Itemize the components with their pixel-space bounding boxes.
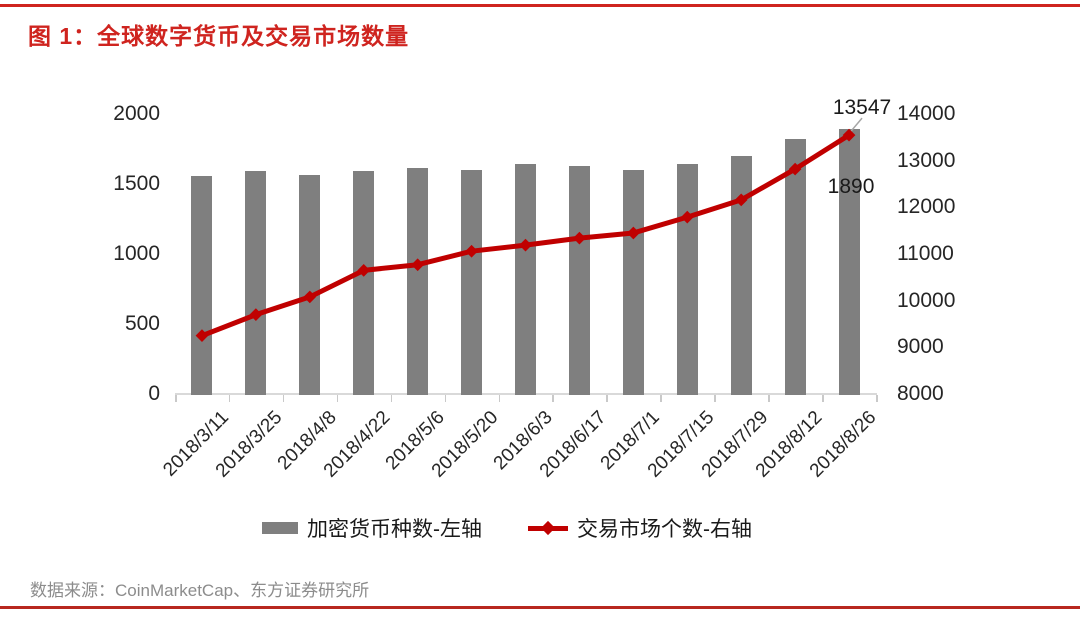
data-source-note: 数据来源：CoinMarketCap、东方证券研究所	[30, 581, 370, 600]
legend-label: 交易市场个数-右轴	[577, 518, 752, 541]
x-axis-tick	[660, 395, 662, 402]
line-marker-diamond	[465, 244, 478, 258]
left-axis-tick-label: 0	[148, 382, 160, 405]
line-marker-diamond	[357, 263, 371, 277]
x-axis-tick	[228, 395, 231, 402]
chart-legend: 加密货币种数-左轴 交易市场个数-右轴	[0, 513, 1014, 543]
right-axis-tick-label: 12000	[897, 195, 956, 219]
line-series-swatch-icon	[528, 520, 568, 535]
bar-series-swatch-icon	[262, 522, 298, 534]
bar	[568, 165, 590, 395]
x-axis-tick	[606, 395, 608, 402]
line-marker-diamond	[303, 290, 317, 304]
bar	[730, 156, 752, 395]
x-axis-tick	[336, 395, 339, 402]
line-marker-diamond	[195, 329, 209, 343]
x-axis-tick	[714, 395, 716, 402]
bar	[299, 174, 321, 395]
right-axis-tick-label: 11000	[897, 242, 954, 265]
figure-title: 图 1：全球数字货币及交易市场数量	[28, 23, 410, 49]
bar	[515, 164, 536, 395]
line-marker-diamond	[573, 231, 586, 245]
x-axis-tick	[822, 395, 824, 402]
right-axis-tick-label: 14000	[897, 102, 956, 125]
left-axis-tick-label: 500	[124, 312, 160, 335]
x-axis-tick	[552, 395, 554, 402]
line-marker-diamond	[626, 226, 640, 240]
line-marker-diamond	[519, 238, 532, 252]
bar	[676, 164, 698, 395]
left-axis-tick-label: 1500	[113, 172, 160, 195]
diamond-marker-icon	[540, 520, 556, 535]
bar	[191, 176, 213, 395]
bottom-divider-rule	[0, 606, 1080, 609]
x-axis-tick	[175, 395, 177, 402]
bar	[461, 170, 483, 395]
x-axis-tick	[444, 395, 447, 402]
markets-line	[199, 132, 852, 339]
data-label-bar-last: 1890	[827, 175, 875, 199]
legend-label: 加密货币种数-左轴	[307, 518, 482, 541]
x-axis-tick	[390, 395, 393, 402]
data-label-line-last: 13547	[832, 96, 892, 120]
right-axis-tick-label: 10000	[897, 288, 956, 312]
line-marker-diamond	[411, 258, 425, 272]
legend-item-crypto-count: 加密货币种数-左轴	[262, 513, 482, 543]
bar	[245, 170, 267, 395]
x-axis-tick	[876, 395, 878, 402]
legend-item-market-count: 交易市场个数-右轴	[528, 513, 752, 543]
bar	[622, 170, 644, 395]
x-axis-tick	[282, 395, 285, 402]
x-axis-tick	[768, 395, 770, 402]
line-marker-diamond	[680, 210, 694, 224]
left-axis-tick-label: 1000	[113, 242, 160, 265]
bar	[784, 139, 806, 395]
x-axis-tick	[498, 395, 501, 402]
line-marker-diamond	[249, 308, 263, 322]
bar	[407, 167, 429, 395]
left-axis-tick-label: 2000	[113, 102, 160, 125]
right-axis-tick-label: 9000	[897, 335, 944, 359]
bar	[353, 171, 375, 395]
top-divider-rule	[0, 4, 1080, 7]
bar	[838, 129, 860, 395]
annotation-leader-line	[850, 117, 863, 132]
right-axis-tick-label: 13000	[897, 148, 956, 172]
right-axis-tick-label: 8000	[897, 382, 944, 405]
